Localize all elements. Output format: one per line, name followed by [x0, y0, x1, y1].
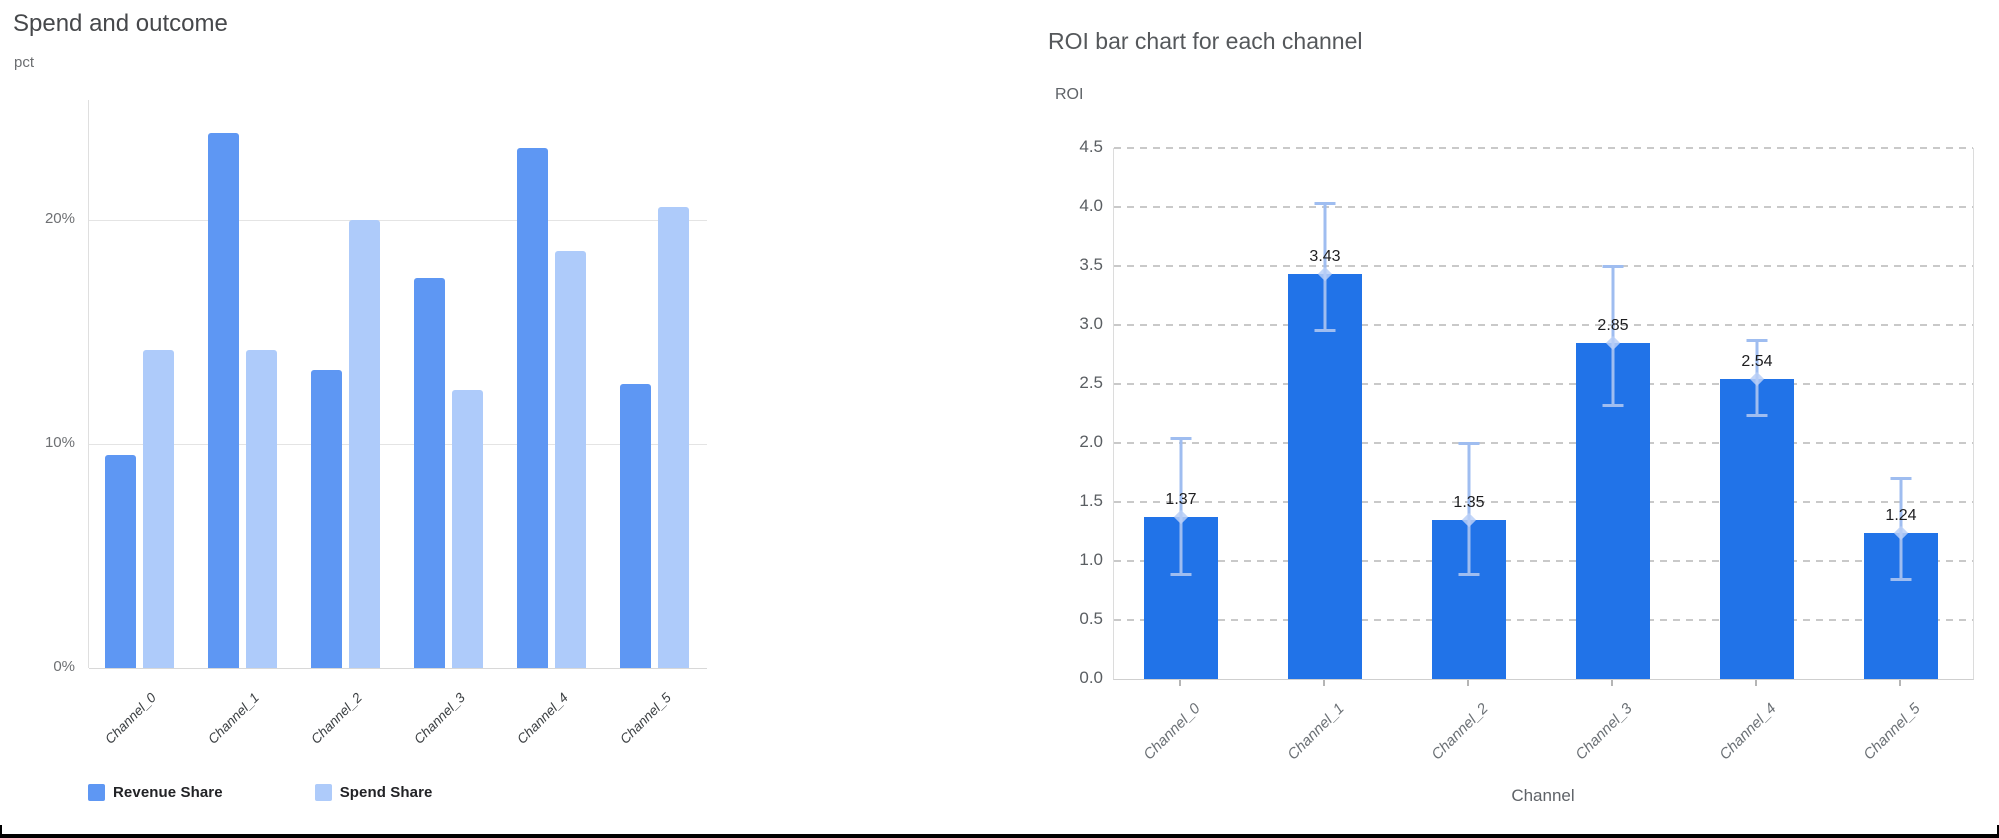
- right-gridline-2.5: [1114, 383, 1973, 385]
- right-y-axis-unit: ROI: [1055, 86, 1084, 103]
- bar-revenue-channel_5: [619, 383, 651, 668]
- left-x-label-channel_5: Channel_5: [617, 690, 675, 747]
- right-y-tick-label: 1.0: [1079, 550, 1103, 569]
- window-corner-right: [1997, 825, 1999, 835]
- left-gridline-0%: [89, 667, 707, 669]
- right-x-tick-channel_3: [1611, 680, 1613, 686]
- right-x-tick-channel_1: [1323, 680, 1325, 686]
- right-x-tick-channel_5: [1899, 680, 1901, 686]
- right-chart-title: ROI bar chart for each channel: [1048, 28, 1363, 54]
- error-cap-top-channel_5: [1890, 477, 1912, 481]
- error-cap-bottom-channel_2: [1458, 573, 1480, 577]
- right-x-tick-channel_2: [1467, 680, 1469, 686]
- error-cap-top-channel_1: [1314, 202, 1336, 206]
- error-cap-bottom-channel_3: [1602, 404, 1624, 408]
- right-y-tick-label: 4.0: [1079, 196, 1103, 215]
- right-gridline-3.5: [1114, 265, 1973, 267]
- right-y-tick-label: 3.0: [1079, 314, 1103, 333]
- right-gridline-1.5: [1114, 501, 1973, 503]
- error-cap-top-channel_4: [1746, 339, 1768, 343]
- bar-revenue-channel_4: [516, 148, 548, 668]
- legend-label: Revenue Share: [113, 784, 223, 801]
- bar-spend-channel_4: [555, 251, 586, 668]
- error-bar-channel_0: [1179, 438, 1183, 576]
- legend: Revenue Share Spend Share: [88, 784, 432, 801]
- right-y-tick-label: 3.5: [1079, 255, 1103, 274]
- right-x-tick-channel_4: [1755, 680, 1757, 686]
- window-corner-left: [0, 825, 2, 835]
- bar-value-channel_1: 3.43: [1309, 248, 1341, 266]
- revenue-share-swatch: [88, 784, 105, 801]
- left-y-tick-label: 0%: [53, 658, 75, 675]
- right-y-tick-label: 2.5: [1079, 373, 1103, 392]
- bar-revenue-channel_0: [104, 455, 136, 668]
- bar-value-channel_3: 2.85: [1597, 316, 1629, 334]
- right-x-label-channel_1: Channel_1: [1284, 700, 1349, 764]
- left-x-label-channel_2: Channel_2: [308, 690, 366, 747]
- bar-revenue-channel_1: [207, 132, 239, 668]
- error-cap-bottom-channel_5: [1890, 577, 1912, 581]
- right-gridline-2.0: [1114, 442, 1973, 444]
- error-bar-channel_1: [1323, 203, 1327, 331]
- left-plot-area: [88, 100, 707, 669]
- bar-spend-channel_1: [246, 349, 277, 668]
- left-x-label-channel_0: Channel_0: [102, 690, 160, 747]
- left-y-axis-unit: pct: [14, 54, 35, 71]
- left-gridline-10%: [89, 443, 707, 445]
- right-x-label-channel_4: Channel_4: [1716, 700, 1781, 764]
- right-x-label-channel_5: Channel_5: [1860, 700, 1925, 764]
- bar-value-channel_0: 1.37: [1165, 491, 1197, 509]
- right-gridline-4.0: [1114, 206, 1973, 208]
- right-x-label-channel_2: Channel_2: [1428, 700, 1493, 764]
- bar-value-channel_2: 1.35: [1453, 493, 1485, 511]
- right-x-label-channel_0: Channel_0: [1140, 700, 1205, 764]
- left-gridline-20%: [89, 219, 707, 221]
- error-cap-bottom-channel_4: [1746, 413, 1768, 417]
- bar-value-channel_5: 1.24: [1885, 506, 1917, 524]
- legend-item-revenue-share: Revenue Share: [88, 784, 223, 801]
- bar-roi-channel_4: [1720, 379, 1794, 679]
- error-cap-top-channel_3: [1602, 265, 1624, 268]
- bar-spend-channel_3: [452, 390, 483, 668]
- right-gridline-1.0: [1114, 560, 1973, 562]
- error-cap-top-channel_2: [1458, 442, 1480, 445]
- right-y-tick-label: 0.0: [1079, 668, 1103, 687]
- left-y-tick-label: 10%: [44, 434, 75, 451]
- error-cap-bottom-channel_0: [1170, 573, 1192, 577]
- error-cap-top-channel_0: [1170, 437, 1192, 441]
- right-y-tick-label: 1.5: [1079, 491, 1103, 510]
- right-x-label-channel_3: Channel_3: [1572, 700, 1637, 764]
- right-gridline-3.0: [1114, 324, 1973, 326]
- right-gridline-0.5: [1114, 619, 1973, 621]
- bottom-border: [0, 834, 1999, 838]
- right-plot-top-border: [1114, 147, 1973, 149]
- left-chart-title: Spend and outcome: [13, 10, 228, 37]
- bar-roi-channel_1: [1288, 274, 1362, 679]
- right-x-tick-channel_0: [1179, 680, 1181, 686]
- bar-revenue-channel_2: [310, 370, 342, 668]
- left-x-label-channel_4: Channel_4: [514, 690, 572, 747]
- right-x-axis-title: Channel: [1511, 786, 1575, 805]
- left-x-label-channel_3: Channel_3: [411, 690, 469, 747]
- right-y-tick-label: 0.5: [1079, 609, 1103, 628]
- right-plot-area: 1.37 3.43 1.35 2.85 2.54 1.24: [1113, 147, 1974, 680]
- left-x-label-channel_1: Channel_1: [205, 690, 263, 747]
- legend-item-spend-share: Spend Share: [314, 784, 433, 801]
- left-y-tick-label: 20%: [44, 210, 75, 227]
- legend-label: Spend Share: [339, 784, 433, 801]
- error-cap-bottom-channel_1: [1314, 328, 1336, 332]
- bar-spend-channel_2: [349, 220, 380, 668]
- bar-revenue-channel_3: [413, 278, 445, 668]
- bar-spend-channel_0: [143, 349, 174, 668]
- right-y-tick-label: 2.0: [1079, 432, 1103, 451]
- spend-share-swatch: [314, 784, 332, 801]
- right-y-tick-label: 4.5: [1079, 137, 1103, 156]
- bar-spend-channel_5: [658, 206, 689, 668]
- error-bar-channel_2: [1467, 443, 1471, 576]
- bar-value-channel_4: 2.54: [1741, 353, 1773, 371]
